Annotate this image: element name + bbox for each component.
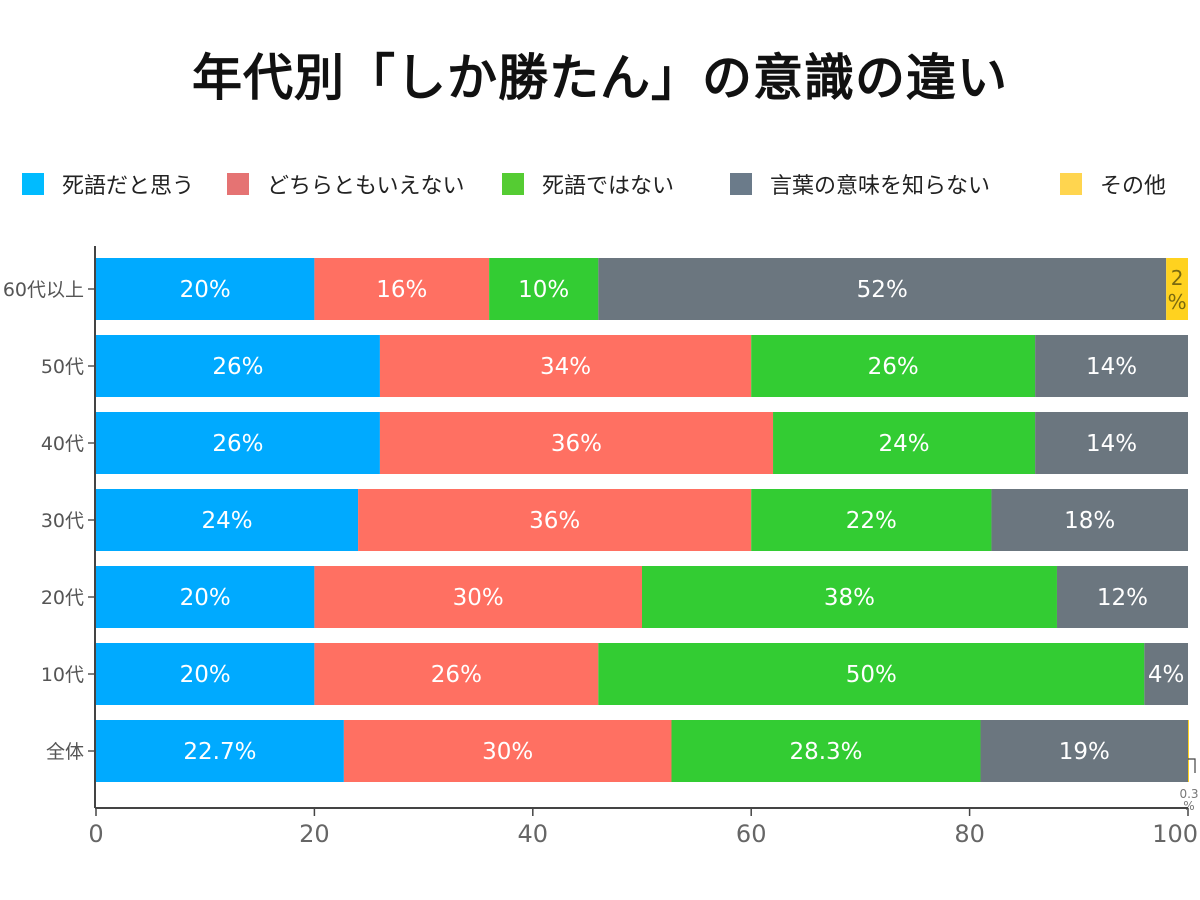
data-label: 38% <box>824 585 875 611</box>
data-label: 10% <box>518 277 569 303</box>
data-label: % <box>1183 799 1194 813</box>
data-label: 52% <box>857 277 908 303</box>
legend-item: 死語だと思う <box>22 166 194 202</box>
data-label: 24% <box>201 508 252 534</box>
legend-item: 言葉の意味を知らない <box>730 166 990 202</box>
y-tick-label: 60代以上 <box>3 279 84 301</box>
data-label: 24% <box>879 431 930 457</box>
data-label: 28.3% <box>789 739 862 765</box>
bar-segment <box>314 258 490 320</box>
legend-swatch <box>1060 173 1082 195</box>
data-label: 26% <box>212 431 263 457</box>
data-label: 20% <box>180 585 231 611</box>
bar-segment <box>980 720 1188 782</box>
bar-segment <box>1035 335 1188 397</box>
bar-segment <box>96 720 344 782</box>
x-tick-label: 100 <box>1152 820 1198 848</box>
data-label: 22% <box>846 508 897 534</box>
bar-segment <box>96 489 359 551</box>
y-tick-label: 30代 <box>41 510 84 532</box>
x-tick-label: 0 <box>88 820 103 848</box>
bar-segment <box>751 335 1036 397</box>
legend-label: 言葉の意味を知らない <box>770 174 991 199</box>
data-label: 14% <box>1086 431 1137 457</box>
bar-segment <box>314 566 642 628</box>
bar-segment <box>991 489 1188 551</box>
data-label: 19% <box>1059 739 1110 765</box>
data-label: 20% <box>180 277 231 303</box>
data-label: 50% <box>846 662 897 688</box>
bar-segment <box>96 566 315 628</box>
bar-segment <box>642 566 1057 628</box>
legend-label: 死語だと思う <box>62 174 195 199</box>
bar-segment <box>773 412 1036 474</box>
x-tick-label: 60 <box>736 820 767 848</box>
x-tick-label: 80 <box>954 820 985 848</box>
data-label: 12% <box>1097 585 1148 611</box>
bar-segment <box>314 643 599 705</box>
data-label: 4% <box>1148 662 1185 688</box>
legend-item: 死語ではない <box>502 166 674 202</box>
data-label: % <box>1168 290 1187 314</box>
legend-swatch <box>22 173 44 195</box>
bar-segment <box>96 335 380 397</box>
data-label: 30% <box>482 739 533 765</box>
data-label: 36% <box>529 508 580 534</box>
bar-segment <box>751 489 992 551</box>
bar-segment <box>1035 412 1188 474</box>
bar-segment <box>1144 643 1188 705</box>
data-label: 26% <box>868 354 919 380</box>
data-label: 0.3 <box>1179 787 1198 801</box>
data-label: 18% <box>1064 508 1115 534</box>
data-label: 26% <box>431 662 482 688</box>
data-label: 26% <box>212 354 263 380</box>
legend-label: どちらともいえない <box>267 174 465 199</box>
data-label: 34% <box>540 354 591 380</box>
bar-segment <box>598 643 1145 705</box>
data-label: 22.7% <box>183 739 256 765</box>
bar-segment <box>489 258 599 320</box>
bar-segment <box>96 412 380 474</box>
data-label: 30% <box>453 585 504 611</box>
bar-segment <box>96 643 315 705</box>
legend-item: どちらともいえない <box>227 166 465 202</box>
bar-segment <box>671 720 981 782</box>
bar-segment <box>343 720 672 782</box>
legend-label: その他 <box>1100 174 1167 199</box>
x-tick-label: 20 <box>299 820 330 848</box>
bar-segment <box>358 489 752 551</box>
bar-segment <box>1188 720 1189 782</box>
y-tick-label: 50代 <box>41 356 84 378</box>
y-tick-label: 40代 <box>41 433 84 455</box>
y-tick-label: 20代 <box>41 587 84 609</box>
data-label: 2 <box>1171 266 1184 290</box>
bar-segment <box>96 258 315 320</box>
callout-line <box>1188 758 1196 773</box>
bar-segment <box>379 335 752 397</box>
data-label: 36% <box>551 431 602 457</box>
bar-segment <box>598 258 1167 320</box>
data-label: 20% <box>180 662 231 688</box>
legend-label: 死語ではない <box>542 174 675 199</box>
bar-segment <box>379 412 774 474</box>
legend: 死語だと思う どちらともいえない 死語ではない 言葉の意味を知らない その他 <box>22 166 1192 202</box>
data-label: 14% <box>1086 354 1137 380</box>
y-tick-label: 全体 <box>46 741 84 763</box>
legend-swatch <box>730 173 752 195</box>
bar-segment <box>1166 258 1188 320</box>
chart-title: 年代別「しか勝たん」の意識の違い <box>192 49 1008 107</box>
legend-swatch <box>227 173 249 195</box>
x-tick-label: 40 <box>518 820 549 848</box>
legend-item: その他 <box>1060 166 1166 202</box>
legend-swatch <box>502 173 524 195</box>
bar-segment <box>1056 566 1188 628</box>
data-label: 16% <box>376 277 427 303</box>
y-tick-label: 10代 <box>41 664 84 686</box>
